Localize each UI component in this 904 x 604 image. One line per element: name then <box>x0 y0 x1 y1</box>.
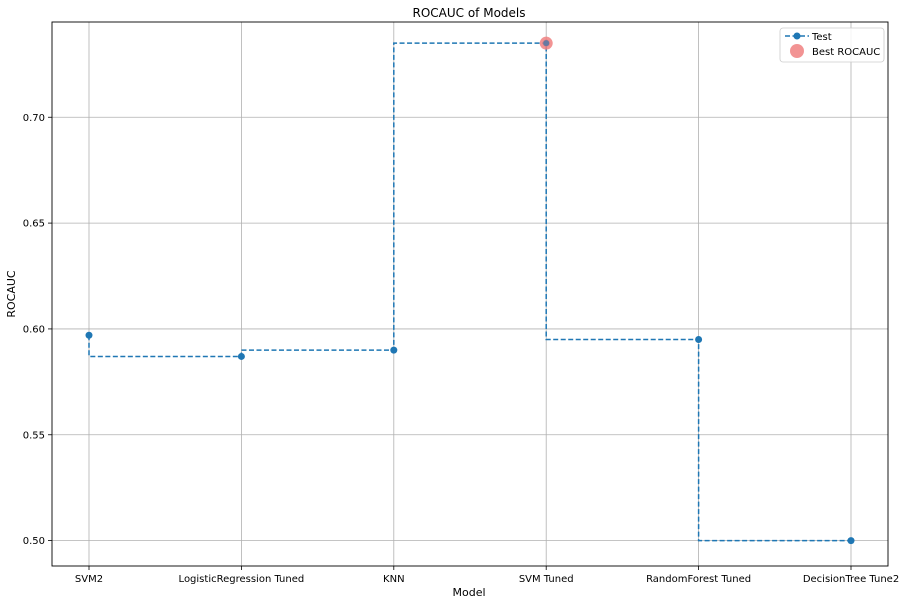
x-tick-label: KNN <box>383 574 405 585</box>
legend-best-label: Best ROCAUC <box>812 47 880 58</box>
best-rocauc-inner-point <box>543 40 550 47</box>
y-axis-ticks: 0.50 0.55 0.60 0.65 0.70 <box>23 113 52 547</box>
plot-frame <box>51 21 889 567</box>
data-point <box>237 352 245 360</box>
series-test <box>85 39 855 545</box>
y-tick-label: 0.55 <box>23 430 45 441</box>
x-axis-label: Model <box>452 586 485 599</box>
data-point <box>695 336 703 344</box>
data-point <box>85 331 93 339</box>
x-tick-label: DecisionTree Tune2 <box>803 574 899 585</box>
series-line <box>88 42 851 542</box>
legend-box <box>779 27 885 63</box>
y-tick-label: 0.60 <box>23 324 45 335</box>
legend-test-label: Test <box>811 32 832 43</box>
data-point <box>390 346 398 354</box>
legend-test-marker <box>793 32 801 40</box>
legend-best-marker <box>790 44 804 58</box>
y-axis-label: ROCAUC <box>5 270 18 318</box>
grid <box>52 22 888 566</box>
best-rocauc-marker <box>539 36 553 50</box>
x-tick-label: SVM Tuned <box>519 574 574 585</box>
x-tick-label: RandomForest Tuned <box>646 574 751 585</box>
data-point <box>847 537 855 545</box>
chart-title: ROCAUC of Models <box>412 6 525 20</box>
y-tick-label: 0.65 <box>23 219 45 230</box>
y-tick-label: 0.50 <box>23 536 45 547</box>
y-tick-label: 0.70 <box>23 113 45 124</box>
x-axis-ticks: SVM2 LogisticRegression Tuned KNN SVM Tuned… <box>75 566 899 585</box>
x-tick-label: SVM2 <box>75 574 103 585</box>
x-tick-label: LogisticRegression Tuned <box>179 574 305 585</box>
legend: Test Best ROCAUC <box>779 27 885 63</box>
